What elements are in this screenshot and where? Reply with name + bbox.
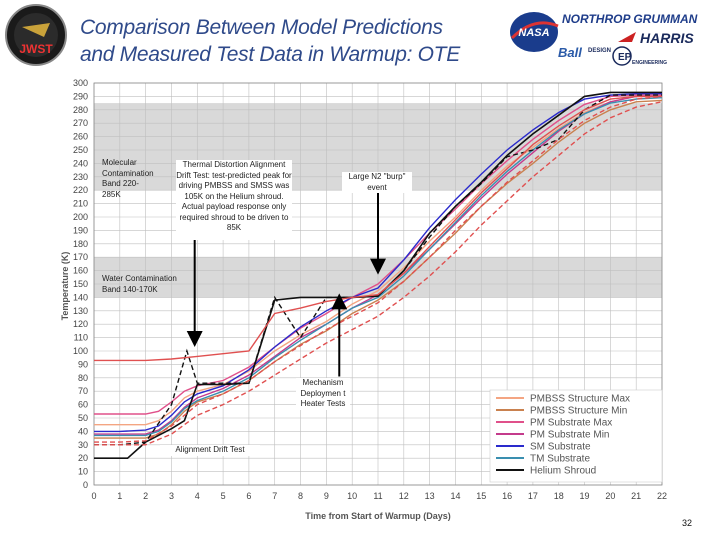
x-tick-label: 5 (221, 491, 226, 501)
y-tick-label: 190 (73, 225, 88, 235)
x-tick-label: 12 (399, 491, 409, 501)
design-engineering-logo: DESIGN EP ENGINEERING (588, 44, 680, 68)
x-tick-label: 9 (324, 491, 329, 501)
x-tick-label: 20 (605, 491, 615, 501)
x-tick-label: 7 (272, 491, 277, 501)
page-number: 32 (681, 518, 692, 528)
n2-burp-annotation: Large N2 "burp" event (342, 172, 412, 193)
x-tick-label: 1 (117, 491, 122, 501)
y-tick-label: 90 (78, 359, 88, 369)
page-title: Comparison Between Model Predictions and… (80, 14, 500, 68)
northrop-grumman-logo: NORTHROP GRUMMAN (562, 10, 714, 28)
y-tick-label: 50 (78, 413, 88, 423)
y-tick-label: 230 (73, 172, 88, 182)
y-tick-label: 10 (78, 467, 88, 477)
series-line-pm-model-max (94, 95, 663, 443)
water-band-annotation: Water Contamination Band 140-170K (102, 274, 177, 294)
y-tick-label: 220 (73, 185, 88, 195)
series-line-pmbss-structure-max (94, 95, 662, 426)
x-tick-label: 2 (143, 491, 148, 501)
molecular-band-annotation: Molecular Contamination Band 220-285K (102, 158, 154, 199)
alignment-drift-annotation: Alignment Drift Test (160, 445, 260, 456)
y-tick-label: 0 (83, 480, 88, 490)
series-line-pm-model-min (94, 101, 663, 446)
legend-item-label: PMBSS Structure Min (530, 406, 627, 417)
jwst-logo: JWST (4, 3, 68, 67)
ep-mark: EP (618, 52, 632, 63)
x-tick-label: 16 (502, 491, 512, 501)
y-tick-label: 120 (73, 319, 88, 329)
x-tick-label: 14 (450, 491, 460, 501)
nasa-logo-text: NASA (518, 27, 549, 39)
thermal-distortion-annotation: Thermal Distortion Alignment Drift Test:… (176, 160, 292, 240)
x-tick-label: 4 (195, 491, 200, 501)
y-tick-label: 140 (73, 292, 88, 302)
legend-item-label: PM Substrate Min (530, 430, 609, 441)
legend-item-label: TM Substrate (530, 454, 590, 465)
jwst-logo-text: JWST (19, 42, 53, 56)
x-tick-label: 8 (298, 491, 303, 501)
y-tick-label: 100 (73, 346, 88, 356)
x-tick-label: 22 (657, 491, 667, 501)
y-tick-label: 20 (78, 453, 88, 463)
y-tick-label: 290 (73, 91, 88, 101)
design-logo-text: DESIGN (588, 48, 611, 54)
x-tick-label: 3 (169, 491, 174, 501)
x-tick-label: 11 (373, 491, 382, 501)
ball-logo: Ball (556, 40, 590, 64)
engineering-logo-text: ENGINEERING (632, 60, 667, 66)
legend-item-label: PM Substrate Max (530, 418, 612, 429)
y-tick-label: 80 (78, 373, 88, 383)
nasa-logo: NASA (508, 10, 560, 54)
y-tick-label: 170 (73, 252, 88, 262)
legend-item-label: PMBSS Structure Max (530, 394, 630, 405)
ball-logo-text: Ball (558, 45, 582, 60)
x-tick-label: 0 (91, 491, 96, 501)
series-line-tm-substrate (94, 97, 663, 437)
y-tick-label: 160 (73, 266, 88, 276)
x-tick-label: 21 (631, 491, 641, 501)
y-tick-label: 70 (78, 386, 88, 396)
y-tick-label: 60 (78, 400, 88, 410)
y-tick-label: 280 (73, 105, 88, 115)
harris-logo: HARRIS (618, 28, 714, 48)
harris-logo-text: HARRIS (640, 30, 694, 46)
y-tick-label: 210 (73, 199, 88, 209)
plot-frame (93, 82, 663, 486)
y-tick-label: 300 (73, 78, 88, 88)
series-line-pmbss-structure-min (94, 99, 663, 439)
y-tick-label: 270 (73, 118, 88, 128)
y-axis-label: Temperature (K) (60, 252, 70, 321)
title-line-1: Comparison Between Model Predictions (80, 16, 443, 39)
series-line-shroud-model (94, 95, 662, 362)
legend-item-label: SM Substrate (530, 442, 591, 453)
y-tick-label: 200 (73, 212, 88, 222)
x-tick-label: 19 (580, 491, 590, 501)
y-tick-label: 110 (74, 333, 88, 343)
y-tick-label: 130 (73, 306, 88, 316)
y-tick-label: 40 (78, 426, 88, 436)
y-tick-label: 260 (73, 132, 88, 142)
legend-box (489, 389, 663, 483)
x-tick-label: 17 (528, 491, 538, 501)
mechanism-deployment-annotation: Mechanism Deploymen t Heater Tests (296, 378, 350, 410)
northrop-logo-text: NORTHROP GRUMMAN (562, 12, 698, 26)
y-tick-label: 180 (73, 239, 88, 249)
x-tick-label: 13 (425, 491, 435, 501)
x-tick-label: 6 (246, 491, 251, 501)
x-tick-label: 18 (554, 491, 564, 501)
y-tick-label: 250 (73, 145, 88, 155)
y-tick-label: 30 (78, 440, 88, 450)
legend-item-label: Helium Shroud (530, 466, 596, 477)
x-axis-label: Time from Start of Warmup (Days) (305, 511, 451, 521)
x-tick-label: 10 (347, 491, 357, 501)
x-tick-label: 15 (476, 491, 486, 501)
y-tick-label: 150 (73, 279, 88, 289)
y-tick-label: 240 (73, 158, 88, 168)
title-line-2: and Measured Test Data in Warmup: OTE (80, 43, 460, 66)
